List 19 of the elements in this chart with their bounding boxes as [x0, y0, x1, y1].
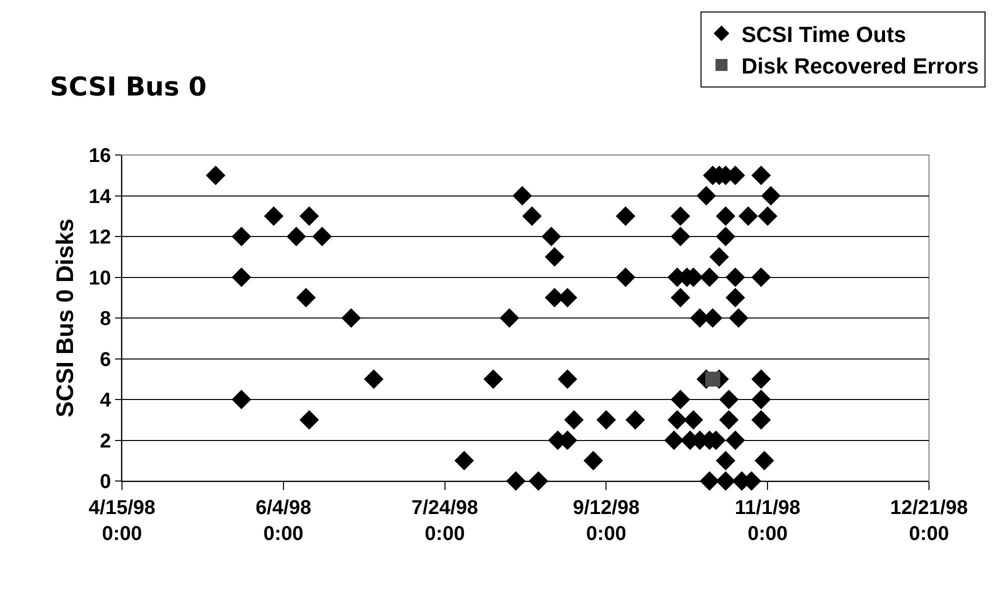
x-tick-label: 11/1/98 0:00: [734, 497, 800, 545]
y-tick-label: 4: [100, 390, 112, 412]
x-tick-label: 7/24/98 0:00: [411, 497, 478, 545]
y-tick-label: 10: [88, 267, 111, 290]
x-tick-label: 6/4/98 0:00: [256, 497, 312, 545]
y-tick-label: 12: [88, 226, 111, 248]
x-tick-label: 12/21/98 0:00: [890, 497, 968, 545]
y-tick-label: 0: [100, 471, 111, 493]
chart-title: SCSI Bus 0: [50, 72, 207, 103]
y-tick-label: 14: [88, 186, 112, 208]
y-tick-label: 6: [100, 348, 111, 371]
legend-label: SCSI Time Outs: [741, 22, 906, 47]
y-tick-label: 2: [100, 430, 111, 452]
x-tick-label: 9/12/98 0:00: [572, 497, 640, 545]
legend-label: Disk Recovered Errors: [741, 54, 979, 79]
x-tick-label: 4/15/98 0:00: [88, 497, 156, 545]
y-tick-label: 8: [100, 308, 111, 330]
y-axis-title: SCSI Bus 0 Disks: [52, 218, 79, 418]
y-tick-label: 16: [88, 145, 111, 167]
